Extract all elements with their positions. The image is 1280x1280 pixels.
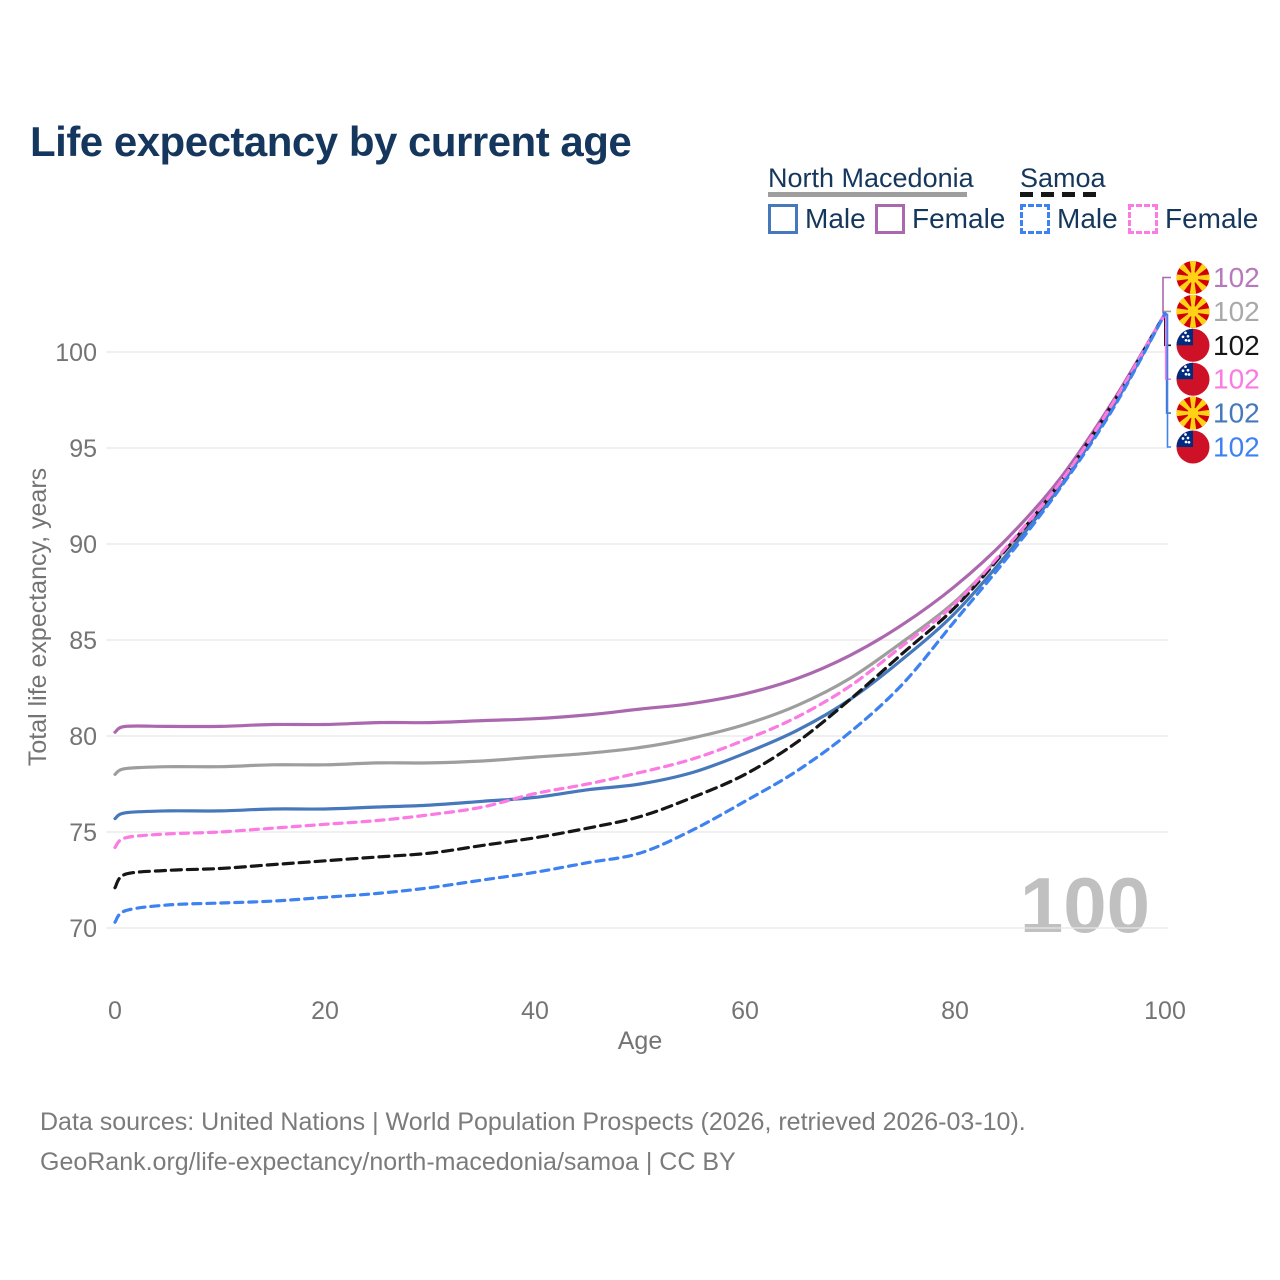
x-tick-label: 0 <box>108 997 122 1025</box>
x-tick-label: 20 <box>311 997 339 1025</box>
series-line-nm-female <box>113 312 1167 734</box>
leader-line-nm-female <box>1162 276 1171 314</box>
legend-item-nm-female[interactable]: Female <box>875 203 1005 235</box>
line-chart: 70 75 80 85 90 95 100 0 20 40 60 80 100 Age Total l… <box>24 261 1260 1055</box>
nm-female-swatch-icon <box>875 204 905 234</box>
x-tick-label: 100 <box>1144 997 1186 1025</box>
north-macedonia-flag-icon <box>1176 396 1210 430</box>
y-tick-label: 95 <box>69 435 97 463</box>
leader-line-samoa-male <box>1166 313 1171 448</box>
leader-line-samoa-all <box>1164 313 1171 347</box>
series-line-nm-male <box>113 312 1167 821</box>
y-tick-label: 75 <box>69 819 97 847</box>
y-tick-label: 70 <box>69 915 97 943</box>
y-axis-tick-labels: 70 75 80 85 90 95 100 <box>55 339 97 943</box>
end-label-nm-female: 102 <box>1213 262 1260 293</box>
end-label-samoa-female: 102 <box>1213 364 1260 395</box>
legend-underline-samoa <box>1020 192 1100 197</box>
series-line-samoa-female <box>113 312 1167 849</box>
legend-country-samoa: Samoa <box>1020 163 1106 193</box>
end-label-samoa-male: 102 <box>1213 432 1260 463</box>
x-axis-title: Age <box>618 1027 662 1055</box>
y-tick-label: 85 <box>69 627 97 655</box>
legend-item-samoa-male[interactable]: Male <box>1020 203 1118 235</box>
north-macedonia-flag-icon <box>1176 294 1210 328</box>
samoa-female-swatch-icon <box>1128 204 1158 234</box>
nm-male-swatch-icon <box>768 204 798 234</box>
legend-country-north-macedonia: North Macedonia <box>768 163 974 193</box>
page-title: Life expectancy by current age <box>30 118 632 166</box>
legend-item-nm-male[interactable]: Male <box>768 203 866 235</box>
x-tick-label: 60 <box>731 997 759 1025</box>
leader-lines <box>1162 276 1171 448</box>
series-lines <box>113 312 1167 924</box>
y-tick-label: 100 <box>55 339 97 367</box>
footer-attribution: GeoRank.org/life-expectancy/north-macedo… <box>40 1148 736 1176</box>
end-label-nm-male: 102 <box>1213 398 1260 429</box>
legend-item-label: Male <box>805 203 866 234</box>
x-axis-tick-labels: 0 20 40 60 80 100 <box>108 997 1186 1025</box>
x-tick-label: 80 <box>941 997 969 1025</box>
legend-underline-north-macedonia <box>768 192 967 197</box>
gridlines <box>106 351 1168 929</box>
end-value-labels: 102 102 102 102 102 102 <box>1176 261 1260 464</box>
legend-item-label: Male <box>1057 203 1118 234</box>
series-line-samoa-all <box>113 312 1167 890</box>
footer-data-sources: Data sources: United Nations | World Pop… <box>40 1108 1026 1136</box>
end-label-samoa-all: 102 <box>1213 330 1260 361</box>
series-line-samoa-male <box>113 312 1167 924</box>
age-counter-watermark: 100 <box>1019 861 1150 949</box>
legend-item-samoa-female[interactable]: Female <box>1128 203 1258 235</box>
leader-line-samoa-female <box>1164 313 1171 380</box>
end-label-nm-all: 102 <box>1213 296 1260 327</box>
samoa-male-swatch-icon <box>1020 204 1050 234</box>
y-tick-label: 90 <box>69 531 97 559</box>
y-tick-label: 80 <box>69 723 97 751</box>
samoa-flag-icon <box>1176 362 1210 396</box>
north-macedonia-flag-icon <box>1176 261 1210 294</box>
leader-line-nm-male <box>1165 313 1171 414</box>
samoa-flag-icon <box>1176 430 1210 464</box>
x-tick-label: 40 <box>521 997 549 1025</box>
y-axis-title: Total life expectancy, years <box>24 468 52 766</box>
legend-item-label: Female <box>912 203 1006 234</box>
samoa-flag-icon <box>1176 328 1210 362</box>
legend-item-label: Female <box>1165 203 1259 234</box>
